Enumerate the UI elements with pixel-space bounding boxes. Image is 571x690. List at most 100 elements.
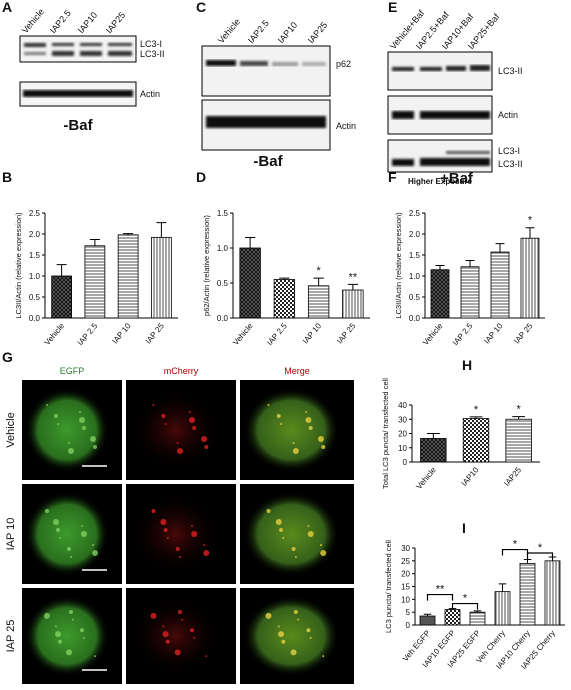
- bar: [444, 609, 461, 626]
- bar: [51, 275, 73, 319]
- bracket: [426, 593, 454, 601]
- puncta: [192, 426, 197, 430]
- bar: [490, 251, 510, 319]
- error-bar: [465, 259, 475, 267]
- bar: [544, 560, 561, 626]
- puncta: [203, 550, 210, 556]
- y-tick-label: 0.0: [409, 314, 421, 323]
- lane-label: IAP2.5: [48, 8, 73, 35]
- puncta: [305, 417, 312, 423]
- y-tick-label: 40: [398, 401, 407, 410]
- y-tick-label: 2.5: [409, 209, 421, 218]
- x-tick-label: IAP25: [502, 465, 523, 488]
- chart-title: +Baf: [440, 170, 474, 187]
- error-bar: [512, 416, 526, 420]
- puncta: [55, 631, 61, 638]
- band-label: Actin: [140, 89, 160, 99]
- lane-label: IAP25: [104, 10, 127, 35]
- puncta: [92, 550, 98, 556]
- bands: [24, 43, 132, 56]
- puncta: [306, 628, 311, 633]
- x-tick-label: IAP 2.5: [451, 321, 475, 347]
- bracket: [451, 602, 479, 610]
- bar: [419, 615, 436, 626]
- panel-letter: E: [388, 0, 397, 15]
- bar: [342, 289, 364, 319]
- y-tick-label: 1.5: [217, 209, 229, 218]
- puncta: [83, 636, 85, 639]
- puncta: [59, 537, 61, 539]
- band-label: p62: [336, 59, 351, 69]
- puncta: [292, 448, 299, 454]
- puncta: [92, 544, 94, 546]
- puncta: [265, 612, 272, 619]
- puncta: [81, 525, 83, 527]
- row-label: IAP 10: [5, 518, 17, 551]
- error-bar: [279, 277, 290, 280]
- y-tick-label: 5: [406, 608, 411, 617]
- x-tick-label: IAP 2.5: [265, 321, 289, 347]
- puncta: [291, 547, 296, 551]
- y-tick-label: 10: [398, 444, 407, 453]
- bar: [460, 266, 480, 319]
- y-tick-label: 2.0: [29, 230, 41, 239]
- panel-letter: F: [388, 169, 397, 185]
- puncta: [82, 426, 86, 430]
- puncta: [317, 436, 324, 442]
- puncta: [44, 612, 50, 619]
- puncta: [67, 547, 71, 551]
- puncta: [161, 414, 166, 418]
- cell: [129, 492, 222, 576]
- bracket: [526, 552, 554, 559]
- band-label: LC3-I: [498, 146, 520, 156]
- row-label: IAP 25: [5, 620, 17, 653]
- puncta: [174, 649, 181, 656]
- blot-frame: [387, 139, 493, 173]
- x-tick-label: IAP 25: [335, 321, 358, 345]
- panel-letter: C: [196, 0, 206, 15]
- significance: *: [463, 593, 468, 605]
- bands: [392, 65, 490, 71]
- puncta: [166, 537, 169, 539]
- puncta: [205, 655, 208, 658]
- y-axis-label: LC3II/Actin (relative expression): [394, 212, 403, 319]
- y-axis-label: LC3 puncta/ transfected cell: [384, 540, 393, 633]
- puncta: [56, 528, 60, 532]
- puncta: [80, 628, 84, 633]
- puncta: [280, 423, 283, 425]
- y-tick-label: 1.5: [29, 251, 41, 260]
- puncta: [45, 509, 49, 513]
- lane-label: IAP10: [76, 10, 99, 35]
- puncta: [204, 445, 209, 449]
- bands: [206, 60, 326, 66]
- y-axis-label: LC3II/Actin (relative expression): [14, 212, 23, 319]
- puncta: [79, 411, 81, 413]
- band-label: LC3-II: [140, 49, 165, 59]
- band-label: Actin: [336, 121, 356, 131]
- y-tick-label: 1.5: [409, 251, 421, 260]
- error-bar: [523, 559, 532, 564]
- puncta: [151, 509, 156, 513]
- blot-caption: Higher Exposure: [408, 177, 473, 186]
- puncta: [54, 414, 58, 418]
- cell: [243, 595, 340, 677]
- bands: [392, 111, 490, 119]
- panel-letter: I: [462, 520, 466, 536]
- lane-label: Vehicle: [216, 17, 242, 46]
- y-tick-label: 2.0: [409, 230, 421, 239]
- lane-label: IAP2.5: [246, 18, 271, 45]
- column-label: EGFP: [60, 366, 85, 376]
- x-tick-label: IAP 10: [482, 321, 505, 345]
- blot-frame: [19, 35, 137, 63]
- bar: [430, 269, 450, 319]
- significance: *: [316, 265, 321, 277]
- y-tick-label: 20: [401, 570, 410, 579]
- cell: [129, 388, 222, 472]
- panel-letter: D: [196, 169, 206, 185]
- y-tick-label: 30: [401, 544, 410, 553]
- error-bar: [498, 583, 507, 592]
- error-bar: [156, 222, 167, 238]
- bar: [462, 418, 490, 463]
- blot-caption: -Baf: [253, 153, 283, 170]
